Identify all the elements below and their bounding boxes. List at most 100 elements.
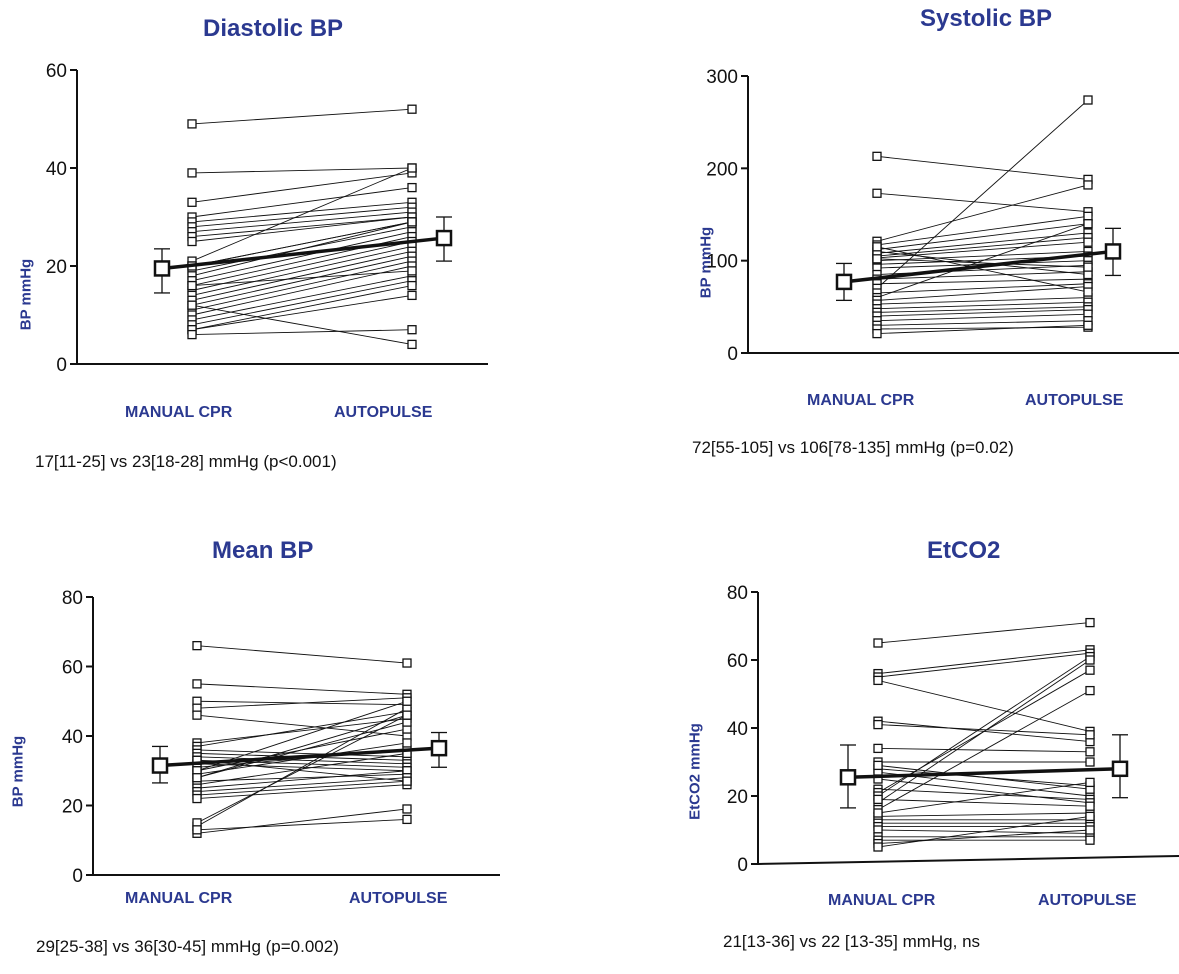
data-point <box>873 638 883 648</box>
pair-line <box>876 223 1089 299</box>
pair-line <box>196 780 408 796</box>
pair-line <box>196 742 408 775</box>
data-point <box>192 773 202 783</box>
pair-line <box>191 241 413 291</box>
pair-line <box>196 749 408 758</box>
pair-line <box>877 659 1091 804</box>
pair-line <box>877 815 1091 848</box>
data-point <box>1083 95 1093 105</box>
x-category-label: MANUAL CPR <box>125 890 233 907</box>
data-point <box>873 794 883 805</box>
pair-line <box>191 270 413 287</box>
data-point <box>1083 320 1093 330</box>
data-point <box>1085 777 1095 788</box>
y-tick-label: 0 <box>737 855 748 876</box>
pair-line <box>876 309 1089 317</box>
data-point <box>402 804 412 814</box>
pair-line <box>876 99 1089 289</box>
pair-line <box>191 275 413 321</box>
pair-line <box>876 215 1089 246</box>
pair-line <box>877 652 1091 678</box>
pair-line <box>876 155 1089 180</box>
data-point <box>187 197 197 207</box>
x-category-label: MANUAL CPR <box>828 892 936 909</box>
chart-title: Diastolic BP <box>203 15 344 42</box>
data-point <box>1085 665 1095 675</box>
pair-line <box>191 245 413 296</box>
data-point <box>1083 287 1093 297</box>
pair-line <box>876 258 1089 268</box>
data-point <box>873 675 883 686</box>
chart-caption: 72[55-105] vs 106[78-135] mmHg (p=0.02) <box>692 438 1014 457</box>
pair-line <box>191 304 413 345</box>
data-point <box>1083 219 1093 229</box>
data-point <box>187 119 197 129</box>
y-tick-label: 300 <box>706 67 738 88</box>
y-tick-label: 0 <box>727 344 738 365</box>
data-point <box>402 658 412 668</box>
data-point <box>402 696 412 706</box>
data-point <box>407 266 417 276</box>
pair-line <box>191 167 413 174</box>
pair-line <box>191 211 413 233</box>
pair-line <box>877 679 1091 732</box>
pair-line <box>876 283 1089 294</box>
data-point <box>873 719 883 730</box>
chart-panel-systolic: Systolic BP BP mmHg MANUAL CPR AUTOPULSE… <box>590 0 1179 487</box>
y-tick-label: 100 <box>706 252 738 273</box>
chart-caption: 29[25-38] vs 36[30-45] mmHg (p=0.002) <box>36 937 339 956</box>
pair-line <box>191 255 413 306</box>
pair-line <box>196 697 408 709</box>
pair-line <box>191 265 413 316</box>
x-category-label: MANUAL CPR <box>125 404 233 421</box>
x-axis-line <box>757 855 1179 865</box>
pair-line <box>877 724 1091 736</box>
pair-line <box>876 271 1089 280</box>
y-tick-label: 60 <box>46 61 67 82</box>
pair-line <box>876 297 1089 305</box>
pair-line <box>876 184 1089 242</box>
pair-line <box>877 812 1091 817</box>
summary-line <box>843 249 1114 284</box>
pair-line <box>191 294 413 331</box>
chart-panel-mean: Mean BP BP mmHg MANUAL CPR AUTOPULSE 29[… <box>0 487 590 974</box>
pair-line <box>877 781 1091 814</box>
data-point <box>187 280 197 291</box>
chart-title: EtCO2 <box>927 537 1001 564</box>
data-point <box>873 842 883 852</box>
pair-line <box>196 808 408 834</box>
pair-line <box>876 306 1089 313</box>
pair-line <box>876 313 1089 322</box>
summary-point <box>1104 243 1122 260</box>
data-point <box>1085 811 1095 822</box>
pair-line <box>191 108 413 125</box>
data-point <box>407 339 417 350</box>
data-point <box>187 329 197 340</box>
pair-line <box>877 778 1091 804</box>
y-tick-label: 60 <box>727 651 748 672</box>
data-point <box>407 280 417 291</box>
pair-line <box>191 187 413 218</box>
pair-line <box>191 231 413 282</box>
chart-title: Mean BP <box>212 537 314 564</box>
data-point <box>872 328 882 339</box>
pair-line <box>877 622 1091 644</box>
summary-point <box>430 739 448 757</box>
data-point <box>1085 825 1095 835</box>
pair-line <box>191 221 413 277</box>
summary-point <box>835 273 853 291</box>
y-tick-label: 20 <box>727 787 748 808</box>
x-category-label: MANUAL CPR <box>807 392 915 409</box>
summary-point <box>151 757 169 774</box>
data-point <box>872 254 882 264</box>
data-point <box>1085 655 1095 665</box>
pair-line <box>876 223 1089 251</box>
data-point <box>187 300 197 310</box>
data-point <box>402 738 412 748</box>
data-point <box>187 168 197 178</box>
data-point <box>1083 237 1093 247</box>
data-point <box>873 743 883 754</box>
pair-line <box>876 320 1089 326</box>
pair-line <box>196 700 408 772</box>
pair-line <box>876 326 1089 330</box>
